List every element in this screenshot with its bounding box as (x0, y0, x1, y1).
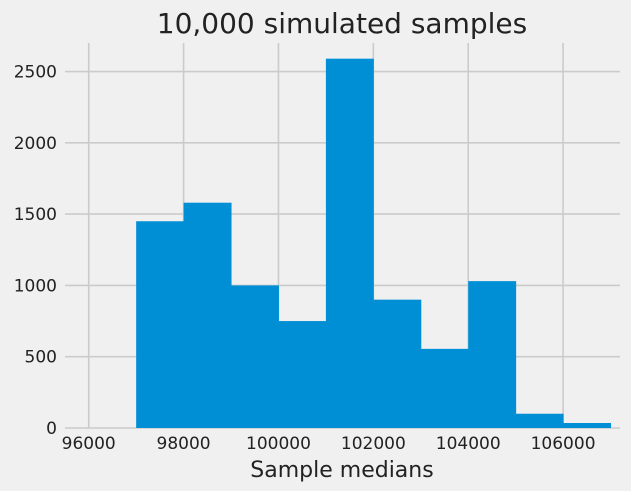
y-tick-label: 1500 (14, 205, 57, 225)
histogram-bar (515, 413, 564, 428)
histogram-bar (278, 321, 327, 428)
histogram-bar (325, 58, 374, 429)
histogram-bar (183, 202, 232, 428)
y-tick-label: 2000 (14, 134, 57, 154)
y-tick-label: 0 (46, 419, 57, 439)
x-tick-label: 106000 (531, 434, 596, 454)
y-tick-label: 2500 (14, 63, 57, 83)
x-tick-label: 98000 (157, 434, 211, 454)
x-tick-label: 102000 (341, 434, 406, 454)
x-tick-label: 104000 (436, 434, 501, 454)
y-tick-label: 1000 (14, 276, 57, 296)
histogram-bar (136, 221, 185, 428)
histogram-bar (468, 281, 517, 428)
histogram-bars (136, 58, 612, 429)
tick-labels: 96000 98000 100000 102000 104000 106000 0 500 10… (14, 63, 596, 454)
chart-title: 10,000 simulated samples (157, 7, 527, 40)
histogram-bar (563, 423, 612, 428)
histogram-bar (373, 299, 422, 428)
y-tick-label: 500 (25, 348, 57, 368)
x-axis-label: Sample medians (250, 458, 433, 483)
histogram-bar (420, 348, 469, 428)
x-tick-label: 96000 (62, 434, 116, 454)
histogram-bar (231, 285, 279, 428)
x-tick-label: 100000 (246, 434, 311, 454)
